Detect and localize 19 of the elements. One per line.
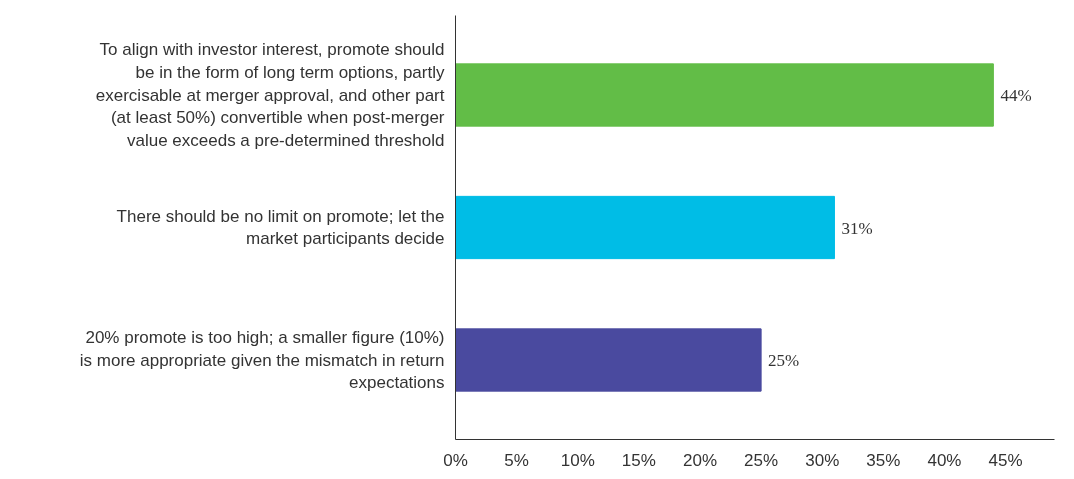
x-tick-label: 10% <box>560 450 595 470</box>
y-tick-label: 20% promote is too high; a smaller figure (10%) is more appropriate given the mismatch in return expectations <box>79 327 445 393</box>
data-label: 31% <box>841 218 873 238</box>
bar <box>455 195 835 260</box>
data-label: 44% <box>1000 86 1032 105</box>
y-tick-label: There should be no limit on promote; let the market participants decide <box>116 206 445 249</box>
x-tick-label: 40% <box>927 450 962 470</box>
x-tick-label: 5% <box>504 450 529 470</box>
x-tick-label: 20% <box>682 450 718 470</box>
x-tick-label: 45% <box>988 450 1023 470</box>
x-tick-label: 0% <box>443 450 468 470</box>
x-tick-label: 25% <box>744 450 779 470</box>
data-label: 25% <box>768 351 800 370</box>
x-tick-label: 30% <box>805 450 840 470</box>
x-tick-label: 35% <box>866 450 901 470</box>
y-tick-label: To align with investor interest, promote should be in the form of long term options, partly exercisable at merger approval, and other part (at least 50%) convertible when post-merger value exceeds a pre-determined threshold <box>95 39 445 151</box>
bar <box>455 328 762 392</box>
x-tick-label: 15% <box>621 450 656 470</box>
bar <box>455 63 994 127</box>
